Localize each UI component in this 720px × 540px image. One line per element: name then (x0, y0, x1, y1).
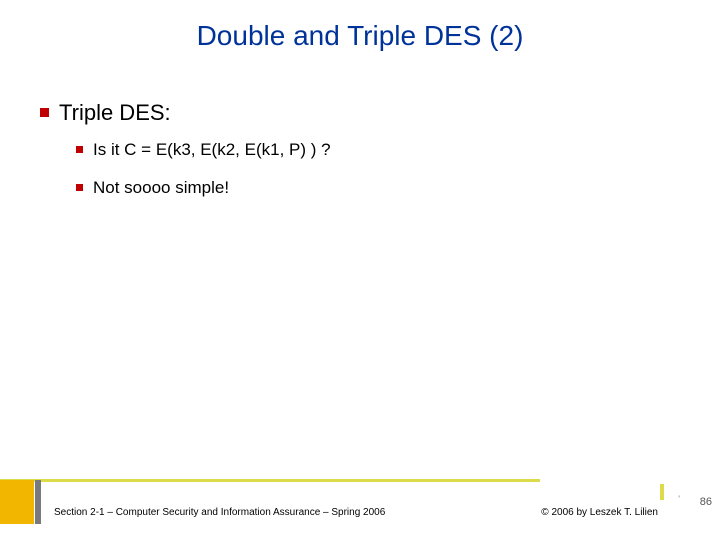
list-item: Is it C = E(k3, E(k2, E(k1, P) ) ? (76, 140, 680, 160)
content-area: Triple DES: Is it C = E(k3, E(k2, E(k1, … (40, 100, 680, 216)
body-text: Is it C = E(k3, E(k2, E(k1, P) ) ? (93, 140, 331, 160)
accent-block (0, 480, 34, 524)
bullet-icon (76, 146, 83, 153)
footer-left-text: Section 2-1 – Computer Security and Info… (54, 507, 385, 518)
slide: Double and Triple DES (2) Triple DES: Is… (0, 0, 720, 540)
accent-shadow (35, 480, 41, 524)
slide-title: Double and Triple DES (2) (0, 20, 720, 52)
divider-line (0, 479, 540, 482)
heading-text: Triple DES: (59, 100, 171, 126)
page-tick: ' (678, 494, 680, 504)
list-item: Triple DES: (40, 100, 680, 126)
body-text: Not soooo simple! (93, 178, 229, 198)
bullet-icon (76, 184, 83, 191)
divider-tick (660, 484, 664, 500)
page-number: 86 (700, 496, 712, 508)
list-item: Not soooo simple! (76, 178, 680, 198)
footer-right-text: © 2006 by Leszek T. Lilien (541, 507, 658, 518)
bullet-icon (40, 108, 49, 117)
